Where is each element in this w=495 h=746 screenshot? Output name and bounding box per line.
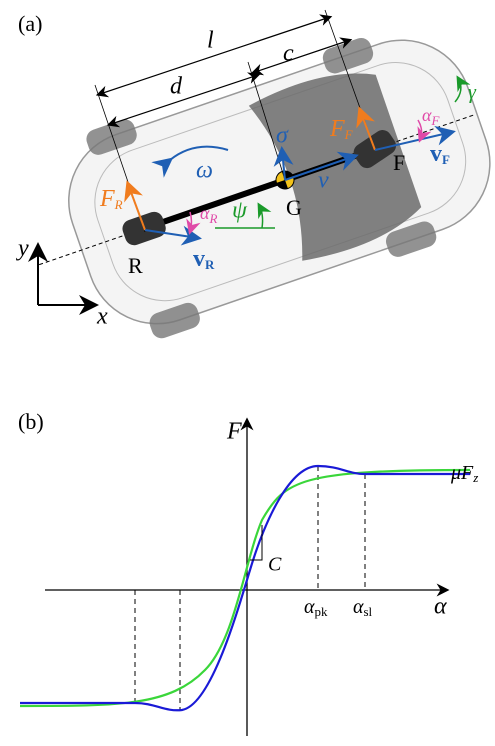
omega-label: ω	[196, 158, 213, 184]
mu-fz-label: μFz	[450, 462, 478, 485]
v-label: v	[318, 168, 329, 194]
symbol: v	[193, 246, 205, 272]
symbol: F	[329, 116, 345, 142]
slope-label: C	[268, 554, 282, 576]
alpha-sl-label: αsl	[353, 596, 373, 619]
f-label: F	[393, 150, 405, 175]
subscript: pk	[315, 604, 329, 619]
panel-label: (a)	[18, 11, 42, 36]
guides	[135, 466, 365, 710]
g-label: G	[286, 195, 302, 220]
f-axis-label: F	[226, 419, 242, 445]
alpha-axis-label: α	[434, 594, 447, 620]
panel-label: (b)	[18, 409, 44, 434]
car	[3, 10, 495, 369]
curve-saturation	[20, 466, 470, 710]
symbol: α	[353, 596, 364, 618]
dim-label: c	[283, 41, 294, 67]
subscript: F	[344, 127, 354, 142]
subscript: R	[114, 197, 123, 212]
symbol: μF	[450, 462, 474, 484]
dim-label: d	[170, 74, 183, 100]
sigma-label: σ	[276, 123, 289, 149]
subscript: sl	[364, 604, 373, 619]
symbol: α	[304, 596, 315, 618]
x-axis-label: x	[96, 304, 108, 330]
alpha-pk-label: αpk	[304, 596, 328, 619]
gamma-label: γ	[468, 82, 477, 104]
subscript: z	[472, 470, 478, 485]
subscript: R	[205, 257, 215, 272]
symbol: v	[430, 141, 442, 167]
psi-label: ψ	[232, 198, 248, 224]
figure: (a) l c d ω σ v G F R FF FR vF vR	[0, 0, 495, 746]
dim-label: l	[207, 28, 214, 54]
subscript: R	[208, 211, 217, 226]
subscript: F	[430, 113, 440, 128]
y-axis-label: y	[16, 236, 29, 262]
symbol: F	[99, 186, 115, 212]
r-label: R	[128, 253, 143, 278]
subscript: F	[442, 152, 450, 167]
